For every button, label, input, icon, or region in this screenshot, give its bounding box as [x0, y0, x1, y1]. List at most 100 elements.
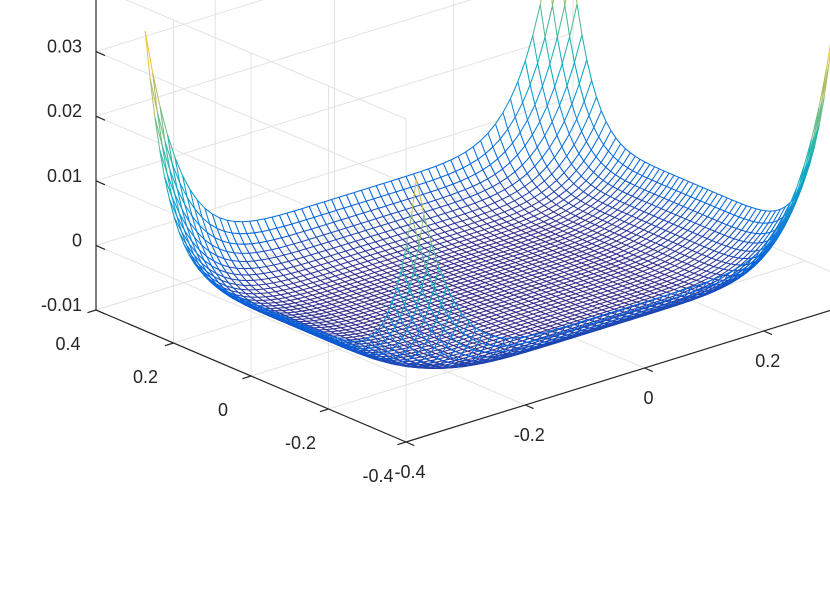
surface-mesh-segment — [739, 263, 745, 272]
surface-mesh-segment — [577, 233, 586, 238]
surface-mesh-segment — [553, 157, 560, 167]
surface-mesh-segment — [230, 278, 237, 285]
surface-mesh-segment — [648, 213, 655, 217]
surface-mesh-segment — [569, 262, 575, 266]
surface-mesh-segment — [493, 316, 502, 320]
surface-mesh-segment — [694, 258, 700, 262]
surface-mesh-segment — [490, 260, 499, 264]
surface-mesh-segment — [476, 306, 482, 310]
surface-mesh-segment — [651, 283, 660, 288]
surface-mesh-segment — [295, 291, 301, 295]
surface-mesh-segment — [536, 265, 543, 269]
surface-mesh-segment — [372, 324, 381, 328]
surface-mesh-segment — [395, 296, 404, 301]
surface-mesh-segment — [417, 302, 424, 307]
surface-mesh-segment — [280, 262, 287, 270]
surface-mesh-segment — [469, 233, 475, 238]
surface-mesh-segment — [363, 299, 372, 303]
surface-mesh-segment — [620, 276, 628, 280]
surface-mesh-segment — [704, 246, 710, 250]
surface-mesh-segment — [503, 224, 512, 229]
surface-mesh-segment — [604, 224, 613, 230]
surface-mesh-segment — [675, 206, 684, 216]
surface-mesh-segment — [558, 269, 565, 273]
surface-mesh-segment — [578, 59, 588, 84]
surface-mesh-segment — [594, 309, 603, 313]
surface-mesh-segment — [275, 289, 284, 293]
surface-mesh-segment — [449, 235, 455, 240]
surface-mesh-segment — [469, 215, 478, 219]
surface-mesh-segment — [203, 239, 210, 252]
surface-mesh-segment — [637, 256, 644, 260]
surface-mesh-segment — [456, 319, 462, 323]
surface-mesh-segment — [483, 314, 489, 318]
surface-mesh-segment — [693, 268, 702, 274]
surface-mesh-segment — [454, 201, 461, 209]
surface-mesh-segment — [495, 251, 504, 255]
surface-mesh-segment — [585, 284, 594, 288]
surface-mesh-segment — [211, 213, 218, 229]
surface-mesh-segment — [358, 299, 365, 303]
surface-mesh-segment — [484, 186, 493, 191]
surface-mesh-segment — [604, 312, 612, 316]
surface-mesh-segment — [529, 265, 538, 270]
surface-mesh-segment — [728, 264, 737, 271]
surface-mesh-segment — [708, 273, 717, 279]
surface-mesh-segment — [549, 37, 558, 65]
surface-mesh-segment — [530, 246, 536, 250]
surface-mesh-segment — [606, 236, 612, 240]
surface-mesh-segment — [620, 267, 626, 271]
surface-mesh-segment — [659, 271, 665, 275]
surface-mesh-segment — [626, 305, 635, 309]
surface-mesh-segment — [441, 237, 448, 242]
surface-mesh-segment — [442, 291, 448, 295]
surface-mesh-segment — [597, 294, 606, 299]
surface-mesh-segment — [646, 281, 655, 286]
surface-mesh-segment — [513, 292, 522, 296]
surface-mesh-segment — [569, 260, 577, 264]
surface-mesh-segment — [577, 288, 584, 292]
surface-mesh-segment — [624, 299, 633, 304]
surface-mesh-segment — [545, 241, 551, 245]
surface-mesh-segment — [509, 279, 518, 283]
surface-mesh-segment — [546, 86, 556, 106]
surface-mesh-segment — [504, 279, 510, 283]
surface-mesh-segment — [562, 312, 571, 316]
surface-mesh-segment — [489, 192, 498, 198]
surface-mesh-segment — [220, 279, 227, 287]
surface-mesh-segment — [595, 96, 602, 111]
surface-mesh-segment — [517, 145, 526, 156]
surface-mesh-segment — [559, 326, 568, 330]
surface-mesh-segment — [529, 279, 535, 283]
surface-mesh-segment — [534, 281, 540, 285]
surface-mesh-segment — [583, 277, 592, 282]
surface-mesh-segment — [548, 285, 557, 289]
surface-mesh-segment — [352, 248, 359, 254]
surface-mesh-segment — [506, 307, 512, 311]
surface-mesh-segment — [605, 166, 611, 172]
surface-mesh-segment — [609, 230, 615, 234]
surface-mesh-segment — [575, 280, 584, 284]
surface-mesh-segment — [300, 261, 309, 266]
surface-mesh-segment — [372, 261, 381, 265]
surface-mesh-segment — [590, 275, 599, 279]
surface-mesh-segment — [654, 266, 663, 271]
surface-mesh-segment — [584, 307, 590, 311]
surface-mesh-segment — [555, 295, 561, 299]
surface-mesh-segment — [482, 286, 488, 290]
surface-mesh-segment — [586, 311, 595, 315]
surface-mesh-segment — [277, 297, 286, 300]
surface-mesh-segment — [272, 295, 279, 300]
surface-mesh-segment — [600, 279, 609, 283]
surface-mesh-segment — [488, 232, 495, 236]
surface-mesh-segment — [455, 199, 463, 203]
surface-mesh-segment — [201, 244, 210, 252]
surface-mesh-segment — [226, 220, 233, 234]
surface-mesh-segment — [318, 252, 324, 259]
surface-mesh-segment — [681, 283, 690, 288]
surface-mesh-segment — [650, 254, 656, 258]
surface-mesh-segment — [540, 223, 549, 228]
surface-mesh-segment — [649, 279, 655, 283]
surface-mesh-segment — [224, 258, 232, 262]
surface-mesh-segment — [423, 272, 429, 276]
